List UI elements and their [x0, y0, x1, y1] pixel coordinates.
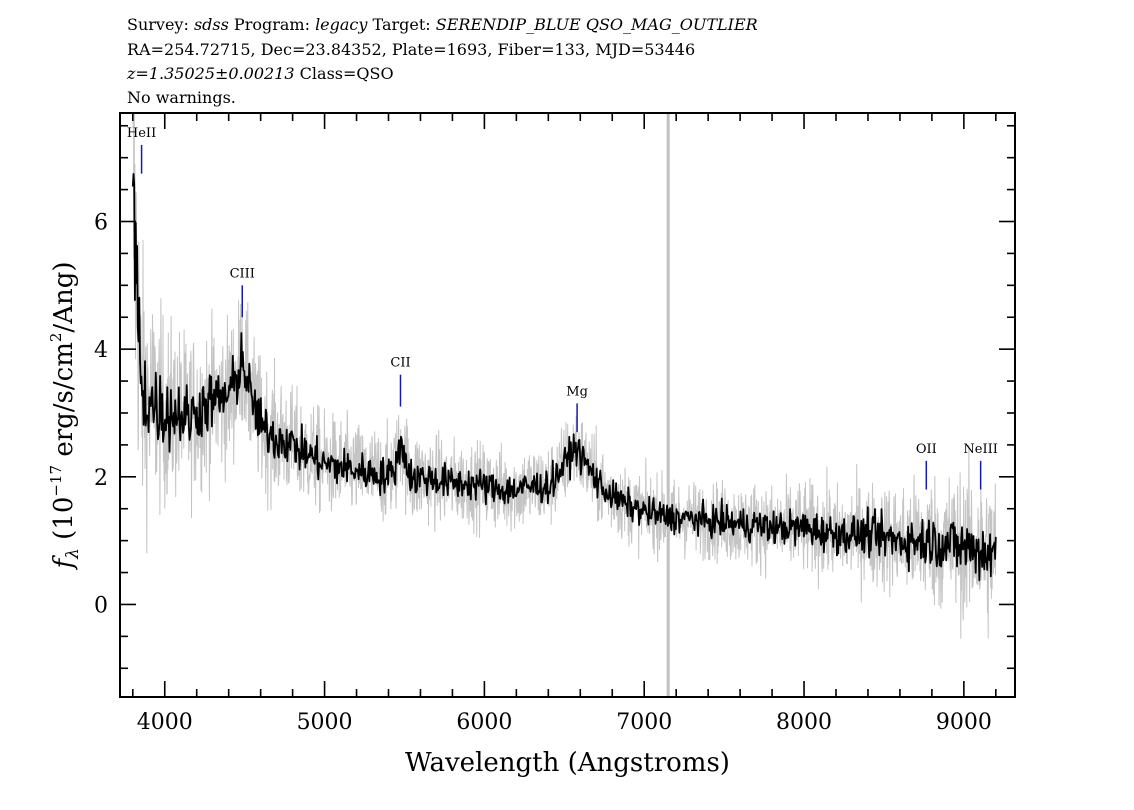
emission-line-label: HeII — [127, 126, 156, 141]
x-tick-label: 8000 — [776, 710, 832, 735]
x-tick-label: 7000 — [616, 710, 672, 735]
axis-ticks — [120, 113, 1015, 697]
emission-line-cii: CII — [390, 356, 411, 407]
y-tick-label: 6 — [94, 211, 108, 236]
error-trace — [132, 113, 997, 639]
emission-line-mg: Mg — [566, 384, 588, 433]
emission-lines: HeII CIII CII Mg OII NeIII — [127, 126, 998, 490]
emission-line-label: NeIII — [963, 442, 997, 457]
emission-line-label: OII — [916, 442, 937, 457]
plot-frame — [119, 112, 1016, 698]
header-line-2: RA=254.72715, Dec=23.84352, Plate=1693, … — [127, 40, 695, 59]
y-axis-title: fλ (10−17 erg/s/cm2/Ang) — [47, 262, 83, 571]
header-line-1: Survey: sdss Program: legacy Target: SER… — [127, 15, 758, 34]
y-tick-labels: 0 2 4 6 — [94, 211, 108, 619]
emission-line-label: CII — [390, 356, 410, 371]
x-tick-label: 6000 — [456, 710, 512, 735]
y-tick-label: 0 — [94, 593, 108, 618]
x-tick-labels: 4000 5000 6000 7000 8000 9000 — [137, 710, 992, 735]
error-series — [132, 113, 997, 639]
flux-series — [131, 172, 997, 582]
header-line-4: No warnings. — [127, 88, 236, 107]
x-axis-title: Wavelength (Angstroms) — [405, 748, 730, 778]
emission-line-heii: HeII — [127, 126, 156, 174]
emission-line-ciii: CIII — [230, 266, 255, 318]
x-tick-label: 5000 — [297, 710, 353, 735]
emission-line-neiii: NeIII — [963, 442, 998, 490]
y-tick-label: 2 — [94, 466, 108, 491]
chart-header: Survey: sdss Program: legacy Target: SER… — [126, 15, 758, 107]
y-tick-label: 4 — [94, 338, 108, 363]
emission-line-oii: OII — [916, 442, 937, 490]
x-tick-label: 9000 — [936, 710, 992, 735]
emission-line-label: Mg — [566, 384, 588, 399]
flux-trace — [131, 172, 997, 582]
header-line-3: z=1.35025±0.00213 Class=QSO — [126, 64, 394, 83]
x-tick-label: 4000 — [137, 710, 193, 735]
emission-line-label: CIII — [230, 266, 255, 281]
